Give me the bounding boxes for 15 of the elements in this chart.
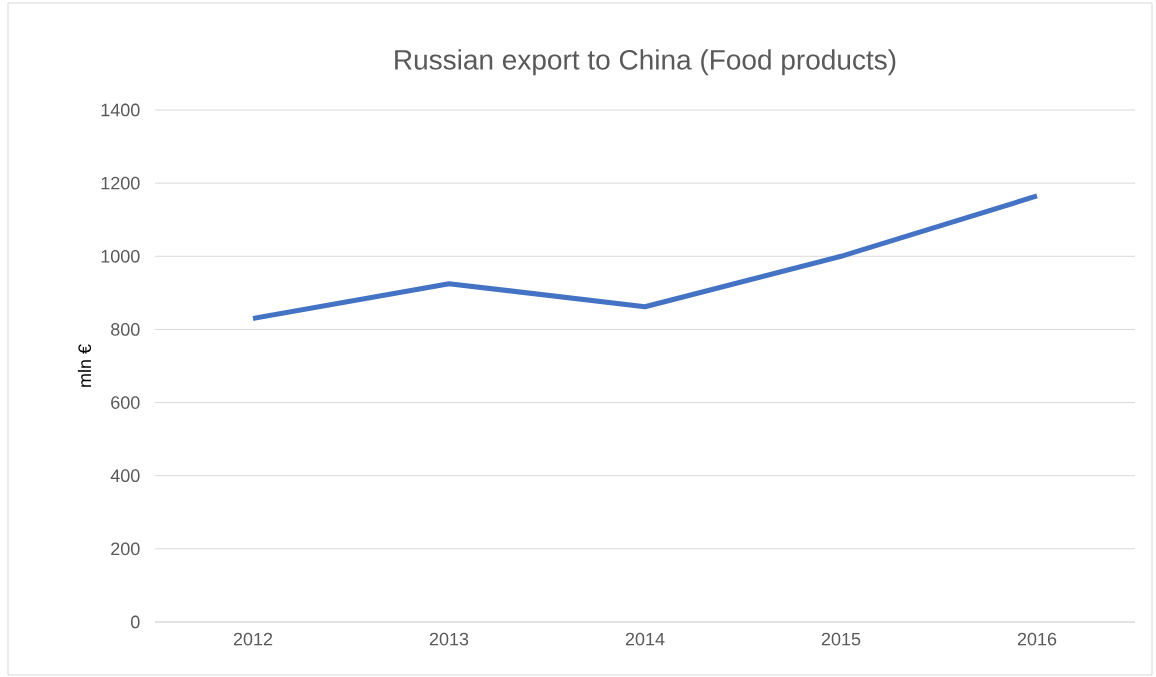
x-tick-label: 2015 — [821, 632, 861, 646]
y-tick-label: 200 — [111, 542, 140, 556]
x-tick-label: 2014 — [625, 632, 665, 646]
y-tick-label: 1400 — [101, 103, 140, 117]
x-tick-label: 2016 — [1017, 632, 1057, 646]
y-axis-title: mln € — [77, 344, 92, 387]
y-tick-label: 1000 — [101, 249, 140, 263]
y-tick-label: 0 — [131, 615, 140, 629]
y-tick-label: 1200 — [101, 176, 140, 190]
chart-title: Russian export to China (Food products) — [395, 49, 896, 76]
y-tick-label: 400 — [110, 469, 140, 483]
y-tick-label: 600 — [111, 396, 140, 409]
y-tick-label: 800 — [111, 323, 140, 336]
x-tick-label: 2013 — [429, 632, 469, 646]
x-tick-label: 2012 — [233, 632, 273, 646]
